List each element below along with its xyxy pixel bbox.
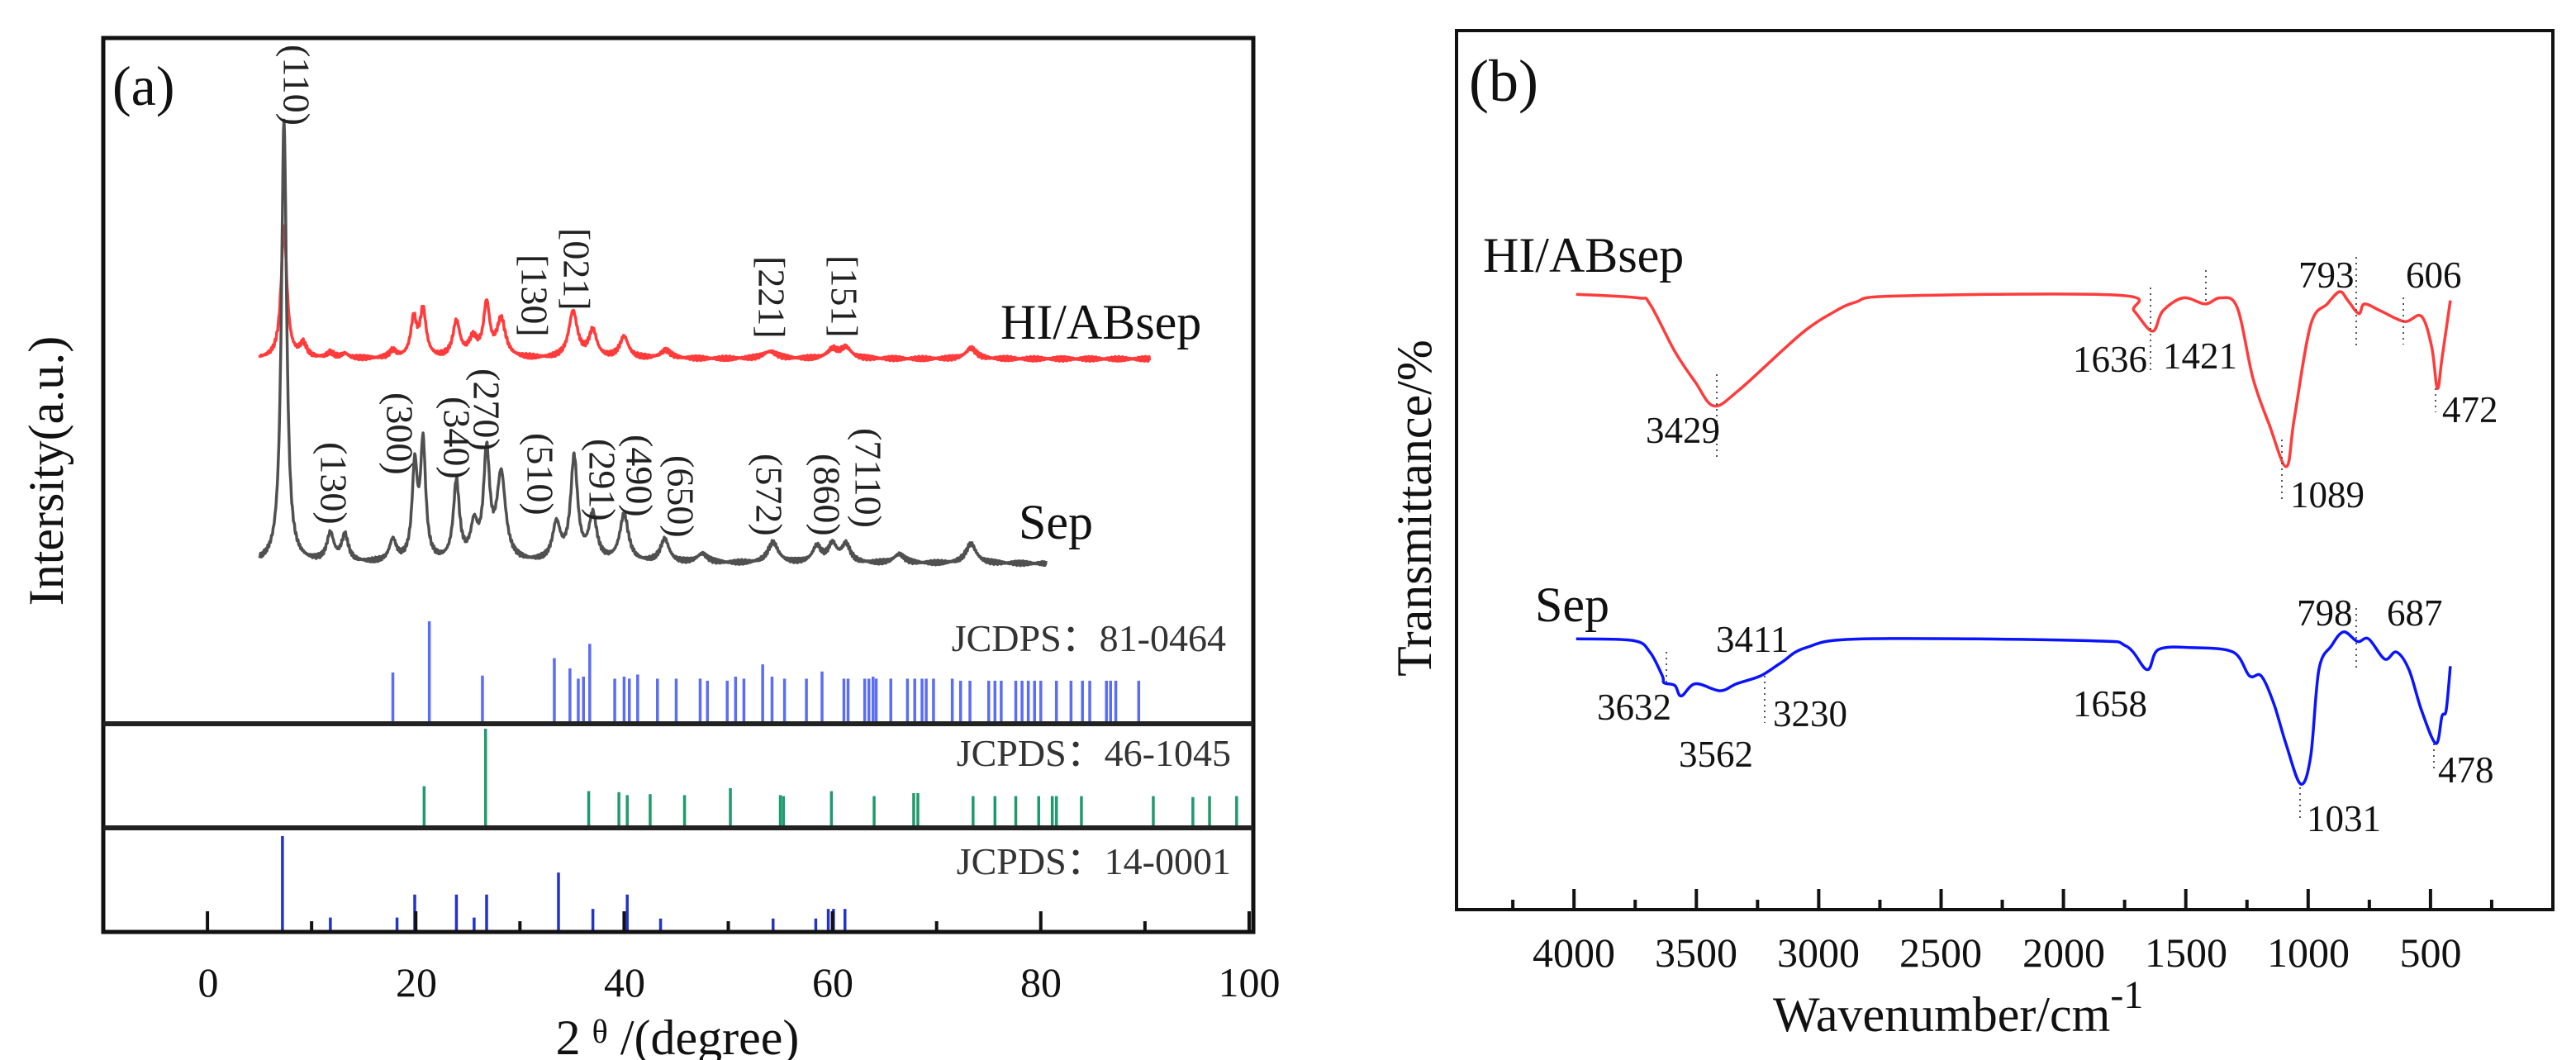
x-axis-ticks <box>1511 889 2493 910</box>
peak-annotation: 1031 <box>2307 798 2381 839</box>
x-tick-label: 1500 <box>2145 929 2227 976</box>
peak-annotation: 793 <box>2298 254 2355 296</box>
x-tick-label: 4000 <box>1533 929 1615 976</box>
x-tick-label: 100 <box>1219 959 1281 1005</box>
x-tick-label: 3500 <box>1655 929 1737 976</box>
peak-label: (291) <box>582 439 624 521</box>
y-axis-title: Transmittance/% <box>1387 340 1442 677</box>
xrd-curve-sep <box>258 118 1048 568</box>
ftir-curve-hiabsep <box>1576 290 2452 468</box>
x-axis-title: Wavenumber/cm-1 <box>1773 973 2143 1042</box>
legend-hiabsep: HI/ABsep <box>1000 295 1201 349</box>
ftir-panel: (b) HI/ABsep Sep 3429 1636 1421 793 606 … <box>1387 29 2555 1042</box>
peak-label: (860) <box>806 454 848 536</box>
x-axis-title-prefix: 2 <box>556 1010 581 1060</box>
legend-sep: Sep <box>1535 578 1609 632</box>
peak-annotation: 478 <box>2438 749 2494 791</box>
peak-annotation: 798 <box>2297 592 2353 634</box>
peak-annotation: 1421 <box>2163 335 2237 377</box>
peak-label: (300) <box>379 392 421 475</box>
peak-label: [130] <box>514 254 556 337</box>
peak-annotation: 606 <box>2406 254 2462 296</box>
panel-label: (b) <box>1469 48 1538 114</box>
x-tick-label: 2500 <box>1899 929 1982 976</box>
peak-annotation: 1658 <box>2073 683 2147 725</box>
x-tick-label: 40 <box>604 959 645 1005</box>
peak-label: (340) <box>436 397 478 479</box>
xrd-curves <box>258 118 1152 568</box>
xrd-panel: (a) (110) (130) (300) (340) (270) (510) … <box>19 36 1281 1060</box>
legend-sep: Sep <box>1019 495 1093 549</box>
reference-label: JCPDS：46-1045 <box>957 732 1231 774</box>
peak-label: (7110) <box>848 428 890 528</box>
peak-label: (490) <box>619 435 661 517</box>
peak-label: (130) <box>313 442 355 525</box>
peak-label: (572) <box>749 454 791 536</box>
reference-label: JCDPS：81-0464 <box>952 617 1226 659</box>
peak-label: (270) <box>466 368 508 451</box>
peak-annotation: 3230 <box>1773 693 1847 734</box>
x-tick-label: 1000 <box>2267 929 2350 976</box>
panel-label: (a) <box>112 55 174 117</box>
x-tick-label: 20 <box>396 959 437 1005</box>
peak-label: (110) <box>276 45 318 126</box>
peak-label: [151] <box>824 255 866 338</box>
theta-symbol: θ <box>592 1013 608 1050</box>
peak-annotation: 3562 <box>1679 734 1753 775</box>
peak-label: (510) <box>520 433 562 516</box>
x-tick-label: 80 <box>1020 959 1062 1005</box>
x-tick-label: 0 <box>198 959 219 1005</box>
peak-annotation: 3632 <box>1597 687 1671 728</box>
ftir-curve-sep <box>1576 630 2452 786</box>
x-tick-label: 500 <box>2400 929 2462 976</box>
x-axis-title-superscript: -1 <box>2110 973 2143 1017</box>
peak-guides <box>1666 257 2436 818</box>
legend-hiabsep: HI/ABsep <box>1483 228 1684 283</box>
peak-annotation: 3429 <box>1646 410 1720 451</box>
reference-label: JCPDS：14-0001 <box>957 840 1231 882</box>
xrd-curve-hiabsep <box>258 224 1152 364</box>
peak-label: (650) <box>660 455 702 538</box>
plot-frame <box>101 36 1256 934</box>
peak-annotation: 1636 <box>2073 339 2147 380</box>
peak-annotation: 1089 <box>2290 474 2365 516</box>
peak-label: [021] <box>556 228 598 311</box>
peak-annotation: 687 <box>2387 592 2443 634</box>
x-axis-title-text: Wavenumber/cm <box>1773 987 2110 1042</box>
ftir-curves <box>1576 290 2452 786</box>
x-tick-label: 3000 <box>1777 929 1860 976</box>
x-axis-title-suffix: /(degree) <box>608 1010 800 1060</box>
y-axis-title: Intersity(a.u.) <box>19 336 74 606</box>
plot-frame <box>1455 29 2555 911</box>
peak-annotation: 472 <box>2442 389 2498 430</box>
peak-label: [221] <box>751 256 793 339</box>
peak-annotation: 3411 <box>1716 619 1789 660</box>
x-tick-label: 2000 <box>2022 929 2105 976</box>
x-tick-label: 60 <box>812 959 853 1005</box>
